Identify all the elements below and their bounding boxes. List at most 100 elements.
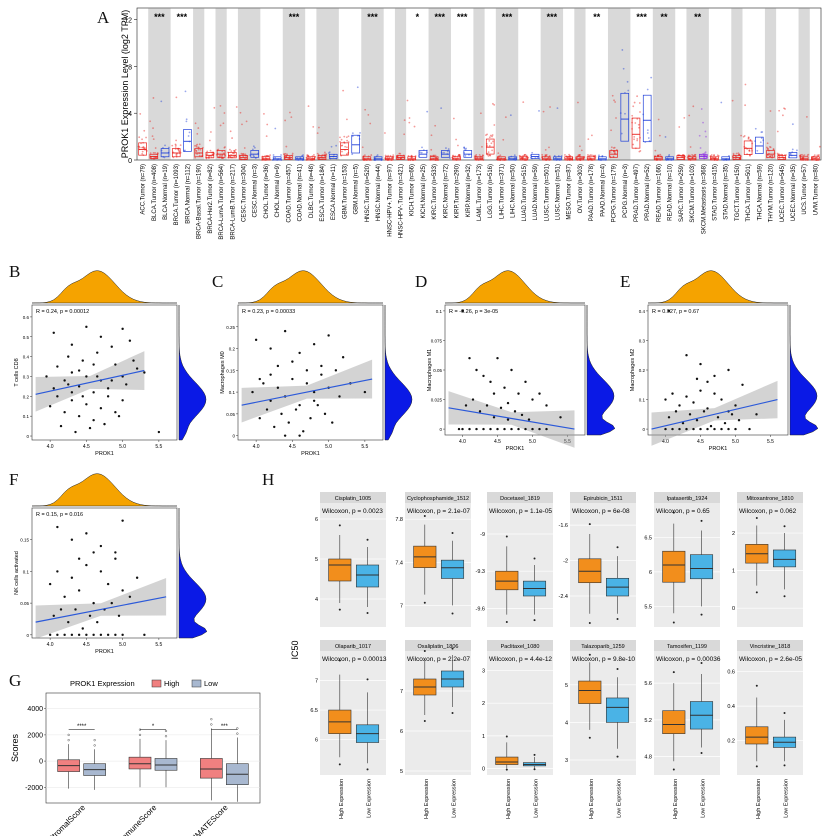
panel-h-outlier: [700, 519, 703, 522]
panel-a-point: [433, 154, 436, 157]
panel-b-point: [110, 345, 113, 348]
panel-a-point: [233, 150, 236, 153]
panel-a-point: [693, 153, 696, 156]
panel-h-ytick-label: -9: [480, 532, 485, 538]
panel-a-point: [402, 155, 404, 158]
panel-b-point: [70, 343, 74, 346]
panel-a-point: [614, 150, 616, 153]
panel-letter-a: A: [97, 8, 110, 27]
panel-a-point: [154, 147, 157, 149]
panel-a-point: [767, 148, 770, 150]
panel-d-point: [475, 427, 478, 431]
panel-a-point: [556, 107, 559, 110]
panel-a-point: [443, 151, 445, 154]
panel-a-point: [626, 80, 629, 83]
panel-a-point: [301, 154, 304, 157]
panel-a-point: [578, 154, 581, 157]
panel-a-point: [403, 119, 406, 121]
panel-a-point: [233, 155, 236, 158]
panel-e-point: [734, 427, 737, 431]
panel-e-point: [727, 427, 730, 431]
panel-d-point: [545, 427, 548, 431]
panel-a-point: [221, 154, 224, 157]
panel-h-facet-title: Epirubicin_1511: [583, 496, 622, 502]
panel-a-point: [143, 147, 145, 150]
panel-a-band: [215, 8, 227, 160]
panel-a-point: [802, 154, 805, 157]
panel-h-facet-panel: [487, 651, 553, 775]
panel-a-point: [223, 146, 226, 149]
panel-c-point: [276, 364, 280, 368]
panel-h-ytick-label: 2: [482, 701, 485, 707]
panel-c-point: [287, 421, 290, 424]
panel-a-band: [574, 8, 586, 160]
panel-a-point: [323, 151, 326, 154]
panel-a-significance: **: [593, 12, 601, 22]
panel-a-point: [754, 127, 757, 130]
panel-h-outlier: [338, 659, 341, 662]
panel-a-category-label: HNSC.Tumor (n=520): [365, 164, 371, 222]
panel-e-point: [664, 427, 667, 431]
panel-b-point: [59, 424, 63, 428]
panel-f-point: [121, 633, 124, 637]
panel-f-point: [135, 576, 139, 579]
panel-a-point: [139, 113, 142, 115]
panel-d-plot-area: [444, 304, 586, 436]
panel-c: 4.0 4.5 5.0 5.5 0 0.05 0.1 0.15 0.2 0.25 PROK1 Macr…: [220, 270, 413, 457]
panel-a-point: [664, 136, 667, 138]
panel-a-point: [621, 49, 624, 51]
panel-a-point: [430, 148, 433, 151]
panel-h-outlier: [616, 755, 619, 758]
panel-a-point: [692, 154, 695, 157]
panel-d-point: [538, 392, 541, 395]
panel-d-point: [531, 427, 534, 431]
panel-a-point: [175, 139, 178, 142]
panel-d-ytick-label: 0: [439, 427, 442, 432]
panel-f-point: [85, 532, 88, 535]
panel-a-point: [612, 150, 615, 153]
panel-a-point: [219, 104, 222, 107]
panel-e-marginal-y: [789, 305, 819, 436]
panel-a-category-label: COAD.Normal (n=41): [298, 164, 304, 222]
panel-a-point: [578, 154, 581, 156]
panel-a-point: [738, 153, 741, 156]
panel-e: 4.0 4.5 5.0 5.5 0 0.1 0.2 0.3 0.4 PROK1 Macrophage…: [630, 270, 819, 452]
panel-d-point: [506, 401, 510, 405]
panel-d: 4.0 4.5 5.0 5.5 0 0.025 0.05 0.075 0.1 PROK1 Macro…: [427, 270, 616, 452]
panel-a-point: [174, 144, 177, 147]
panel-d-point: [461, 309, 464, 313]
panel-g-significance: ***: [221, 724, 229, 730]
panel-a-point: [491, 149, 494, 152]
panel-a-point: [325, 153, 328, 156]
panel-a-point: [490, 142, 493, 145]
panel-a-point: [740, 134, 742, 137]
panel-h-ytick-label: 4: [565, 720, 568, 726]
panel-a-point: [346, 139, 349, 142]
panel-a-point: [447, 148, 450, 150]
panel-a-point: [283, 153, 285, 155]
panel-a-point: [713, 154, 715, 157]
panel-a-point: [187, 135, 190, 137]
panel-c-point: [269, 347, 272, 350]
panel-b-marginal-x: [31, 270, 177, 304]
panel-a-point: [569, 155, 572, 157]
panel-a-category-label: CHOL.Tumor (n=36): [264, 164, 270, 219]
panel-a-category-label: LIHC.Normal (n=50): [511, 164, 517, 218]
panel-a-point: [265, 135, 268, 138]
panel-a-point: [627, 89, 630, 92]
panel-a-point: [267, 155, 270, 157]
panel-e-point: [695, 419, 699, 422]
panel-e-point: [713, 374, 716, 378]
panel-a-point: [252, 145, 255, 148]
panel-c-point: [363, 390, 367, 394]
panel-h-facet-title: Docetaxel_1819: [500, 496, 540, 502]
panel-a-point: [657, 118, 660, 121]
panel-a-category-label: PAAD.Normal (n=4): [600, 164, 606, 217]
panel-a-point: [152, 138, 155, 141]
panel-h-facet-title: Cyclophosphamide_1512: [407, 496, 469, 502]
panel-a-point: [144, 147, 147, 150]
panel-h-outlier: [783, 525, 786, 528]
panel-a-point: [457, 154, 460, 157]
panel-h-ytick-label: 0: [732, 606, 735, 612]
panel-a-category-label: BRCA-Her2.Tumor (n=82): [208, 164, 214, 234]
